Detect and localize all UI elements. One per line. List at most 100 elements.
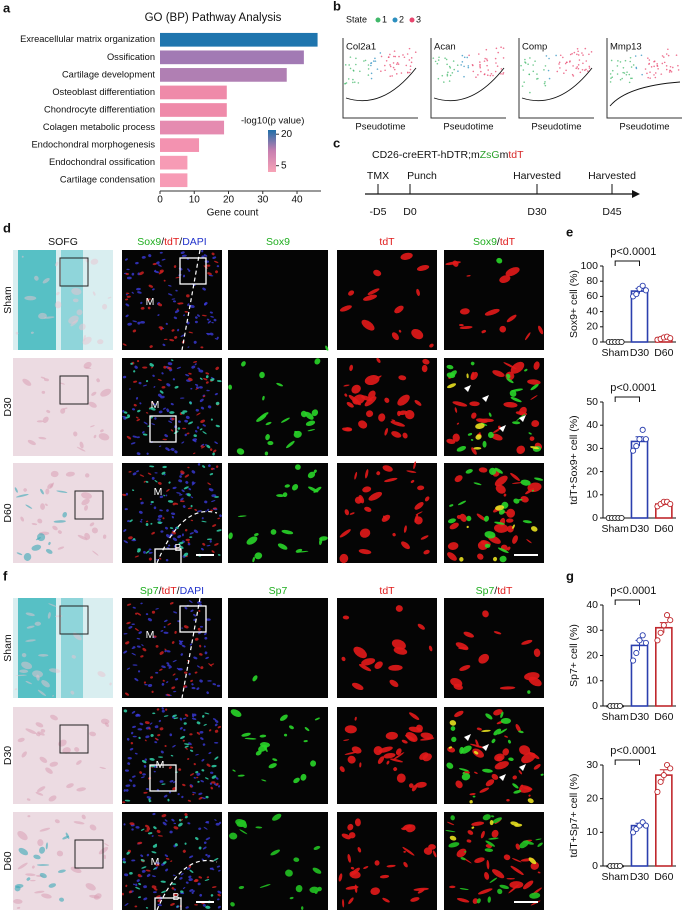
signal (200, 737, 204, 740)
signal (200, 419, 206, 423)
signal (123, 789, 126, 792)
signal (176, 667, 180, 671)
signal (74, 747, 80, 752)
signal (180, 653, 184, 656)
cell-dot (389, 64, 391, 66)
signal (161, 783, 166, 785)
signal (188, 372, 192, 375)
signal (367, 288, 380, 296)
cell-dot (660, 73, 663, 75)
signal (469, 743, 486, 749)
signal (157, 314, 160, 316)
signal (205, 510, 208, 512)
signal (65, 832, 70, 839)
signal (345, 885, 359, 890)
category-label: Ossification (107, 52, 155, 62)
signal (503, 401, 518, 408)
signal (404, 410, 415, 420)
signal (392, 533, 396, 537)
signal (152, 374, 155, 377)
signal (416, 264, 430, 271)
signal (349, 512, 355, 515)
signal (145, 787, 149, 791)
signal (341, 833, 351, 840)
signal (259, 371, 265, 379)
signal (343, 739, 350, 741)
signal (199, 893, 203, 897)
signal (21, 255, 24, 258)
signal (210, 894, 214, 897)
signal (188, 487, 192, 491)
signal (311, 409, 319, 417)
signal (429, 343, 434, 348)
signal (347, 755, 356, 764)
signal (473, 446, 482, 450)
bar (160, 155, 188, 170)
signal (188, 377, 193, 382)
plot-frame (606, 38, 682, 119)
signal (377, 756, 385, 764)
cell-dot (588, 67, 591, 69)
signal (173, 690, 177, 693)
signal (88, 401, 97, 408)
signal (196, 776, 199, 779)
signal (479, 787, 490, 793)
signal (57, 530, 62, 534)
signal (38, 436, 47, 440)
signal (144, 758, 148, 761)
header-part: Sp7 (140, 585, 159, 597)
signal (172, 893, 178, 897)
signal (26, 798, 31, 801)
data-point (660, 772, 667, 779)
signal (524, 672, 540, 681)
signal (21, 751, 27, 758)
signal (198, 609, 201, 612)
signal (213, 318, 217, 322)
signal (170, 447, 175, 451)
signal (181, 533, 184, 537)
signal (152, 262, 157, 266)
signal (205, 375, 209, 379)
timeline-arrow (632, 190, 640, 198)
signal (474, 857, 485, 863)
signal (68, 315, 79, 324)
signal (503, 854, 511, 861)
signal (238, 885, 245, 890)
signal (199, 428, 203, 431)
signal (211, 775, 217, 779)
signal (165, 558, 169, 562)
signal (282, 492, 288, 498)
cell-dot (397, 63, 400, 65)
signal (472, 795, 476, 798)
signal (206, 444, 211, 449)
signal (203, 254, 208, 257)
cell-dot (447, 71, 449, 74)
signal (131, 647, 134, 649)
signal (143, 421, 148, 425)
signal (216, 782, 219, 786)
signal (134, 677, 139, 682)
signal (485, 840, 496, 847)
column-header: Sox9/tdT (473, 236, 516, 248)
cell-dot (500, 46, 502, 48)
signal (386, 760, 390, 765)
boundary (181, 249, 201, 351)
signal (401, 739, 408, 744)
cell-dot (461, 61, 464, 63)
y-tick-label: 10 (586, 675, 598, 687)
day-label: D30 (527, 206, 546, 218)
signal (343, 384, 350, 387)
signal (447, 383, 457, 389)
column-header: tdT (379, 236, 395, 248)
signal (125, 788, 129, 792)
signal (206, 389, 210, 392)
signal (162, 438, 168, 441)
signal (206, 332, 209, 335)
panel-label: c (333, 135, 340, 150)
signal (179, 640, 184, 643)
signal (187, 542, 191, 546)
cell-dot (384, 64, 386, 67)
signal (533, 361, 540, 370)
signal (165, 322, 168, 325)
signal (496, 755, 503, 762)
